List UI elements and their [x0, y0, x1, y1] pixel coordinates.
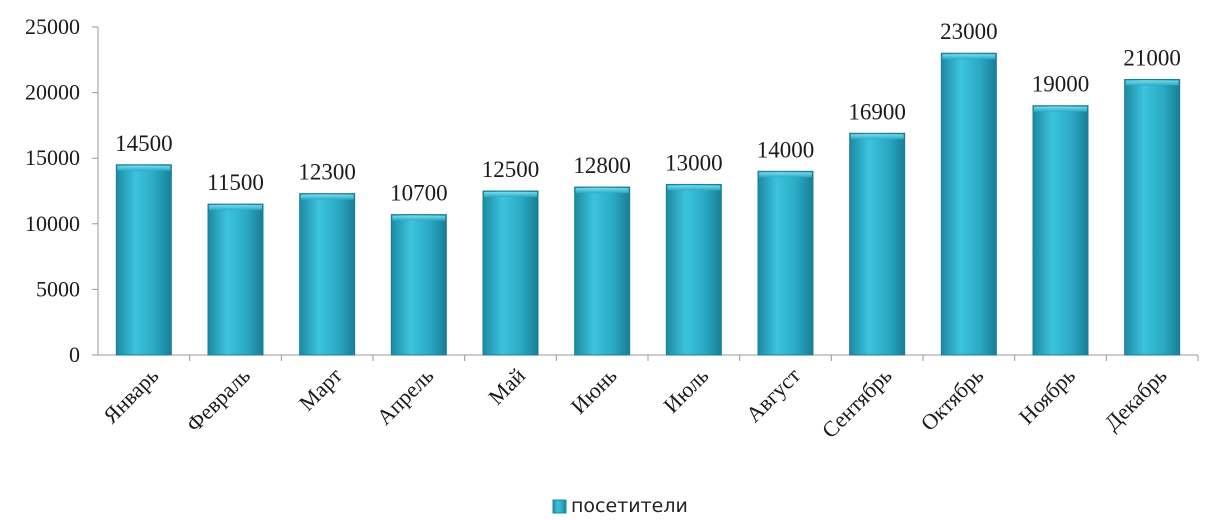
legend-label: посетители	[571, 495, 688, 517]
bar-Октябрь	[940, 52, 997, 356]
data-label: 23000	[940, 19, 998, 44]
data-label: 12800	[573, 153, 631, 178]
y-tick-label: 25000	[25, 14, 80, 39]
y-axis: 0 5000 10000 15000 20000 25000	[25, 14, 99, 367]
bar-highlight	[1125, 80, 1179, 86]
data-label: 10700	[390, 181, 448, 206]
bar-highlight	[484, 192, 537, 197]
bar-Декабрь	[1124, 78, 1181, 356]
bar-Февраль	[207, 203, 264, 356]
bar-highlight	[942, 54, 996, 60]
x-tick-label: Август	[741, 363, 805, 427]
bar-Июнь	[574, 186, 631, 356]
y-tick-label: 10000	[25, 211, 80, 236]
x-tick-label: Июль	[658, 363, 713, 418]
x-tick-label: Март	[294, 363, 347, 416]
x-tick-label: Декабрь	[1099, 363, 1171, 435]
bar-Март	[299, 193, 356, 356]
x-tick-label: Апрель	[372, 363, 439, 430]
legend: посетители	[552, 495, 688, 517]
x-tick-label: Июнь	[566, 363, 622, 419]
data-label: 14000	[757, 137, 815, 162]
data-labels: 14500 11500 12300 10700 12500 12800 13000 14000…	[115, 19, 1181, 205]
x-tick-label: Февраль	[181, 363, 255, 437]
bar-highlight	[209, 205, 262, 211]
x-tick-label: Май	[483, 363, 530, 410]
bar-highlight	[1034, 106, 1087, 112]
y-tick-label: 15000	[25, 145, 80, 170]
bar-highlight	[392, 215, 446, 221]
data-label: 19000	[1032, 72, 1090, 97]
bar-Июль	[665, 183, 722, 356]
bar-highlight	[759, 172, 812, 178]
y-tick-label: 20000	[25, 80, 80, 105]
data-label: 12300	[298, 160, 356, 185]
x-tick-label: Январь	[98, 363, 163, 428]
bar-Май	[482, 190, 539, 356]
data-label: 12500	[482, 157, 540, 182]
y-tick-label: 0	[69, 342, 80, 367]
x-axis: Январь Февраль Март Апрель Май Июнь Июль Август…	[98, 354, 1199, 443]
bar-highlight	[850, 134, 904, 140]
data-label: 16900	[848, 99, 906, 124]
bar-Август	[757, 170, 814, 356]
x-tick-label: Октябрь	[916, 363, 989, 436]
data-label: 21000	[1123, 45, 1181, 70]
bar-Январь	[115, 164, 172, 356]
data-label: 11500	[207, 170, 264, 195]
bars	[115, 52, 1181, 356]
bar-highlight	[667, 185, 721, 191]
bar-highlight	[575, 188, 629, 194]
x-tick-label: Ноябрь	[1014, 363, 1080, 429]
bar-Сентябрь	[849, 132, 906, 356]
legend-swatch	[552, 499, 567, 514]
x-tick-label: Сентябрь	[817, 363, 897, 443]
data-label: 13000	[665, 150, 723, 175]
bar-highlight	[300, 194, 354, 200]
y-tick-label: 5000	[36, 276, 80, 301]
data-label: 14500	[115, 131, 173, 156]
bar-Ноябрь	[1032, 105, 1089, 356]
bar-Апрель	[390, 214, 447, 356]
bar-highlight	[117, 165, 171, 171]
